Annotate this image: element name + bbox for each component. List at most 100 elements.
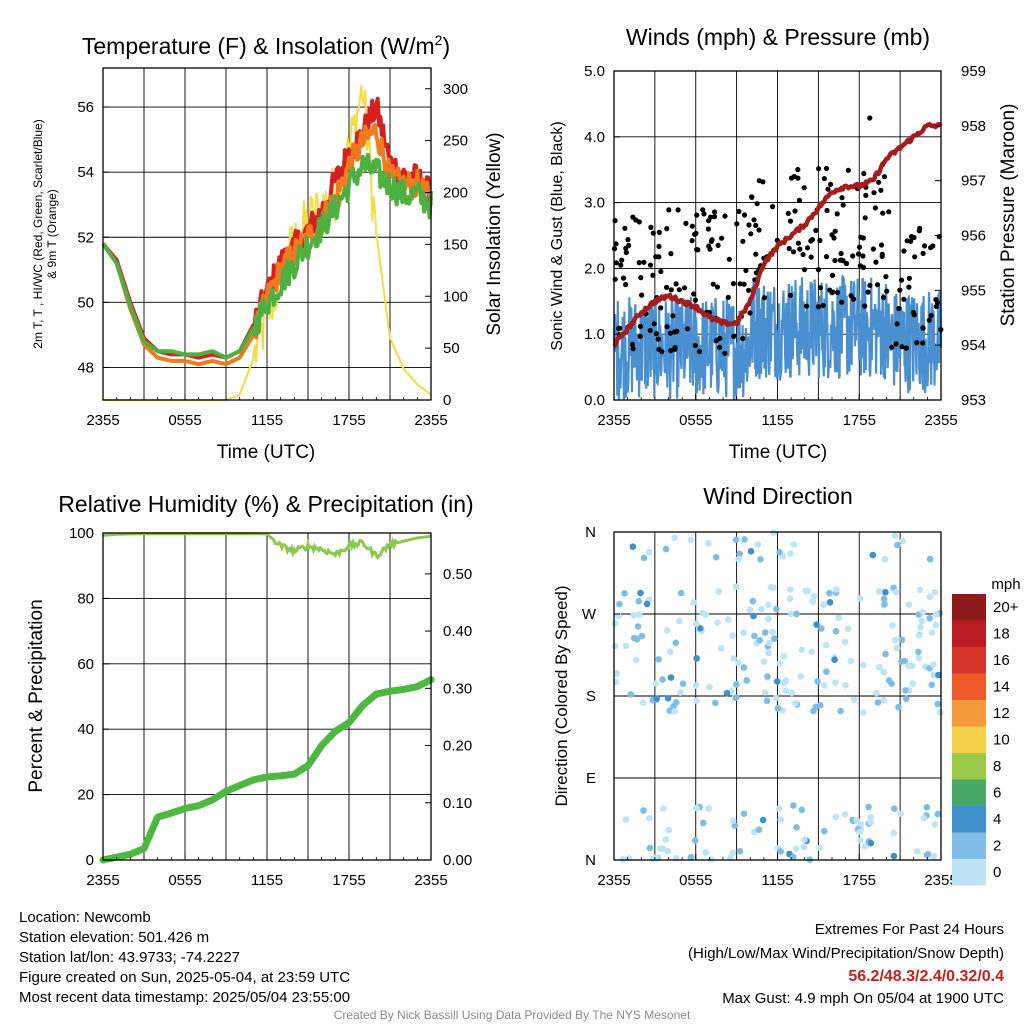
wind-direction-point [729, 632, 736, 639]
wind-direction-point [915, 648, 922, 656]
gust-point [726, 256, 732, 262]
gust-point [740, 335, 746, 342]
gust-point [650, 272, 656, 278]
gust-point [672, 329, 678, 335]
gust-point [804, 245, 811, 251]
wind-direction-point [653, 695, 660, 702]
wind-direction-point [898, 658, 905, 665]
wind-direction-point [664, 847, 671, 855]
temperature-ylabel-line2: & 9m T (Orange) [45, 189, 59, 279]
temperature-9m-line [101, 122, 433, 367]
gust-point [851, 296, 857, 302]
y-tick-label: 54 [77, 164, 94, 181]
wind-direction-point [867, 839, 875, 847]
wind-direction-point [782, 687, 790, 694]
wind-direction-point [736, 550, 743, 558]
gust-point [827, 181, 834, 187]
wind-direction-point [859, 709, 867, 716]
gust-point [667, 330, 674, 336]
wind-direction-point [714, 619, 721, 626]
wind-direction-point [889, 622, 896, 629]
wind-direction-point [700, 819, 707, 827]
x-tick-label: 2355 [924, 872, 957, 889]
gust-point [692, 297, 699, 303]
y-tick-label: 50 [77, 294, 94, 311]
gust-point [893, 341, 899, 347]
gust-point [658, 305, 664, 311]
wind-direction-point [613, 670, 620, 677]
x-tick-label: 1755 [843, 872, 876, 889]
wind-direction-point [687, 853, 695, 861]
gust-point [883, 274, 889, 280]
gust-point [705, 226, 712, 232]
wind-direction-point [816, 844, 824, 852]
wind-direction-point [926, 615, 933, 622]
wind-direction-point [736, 848, 744, 855]
gust-point [707, 246, 713, 252]
y-right-tick-label: 50 [443, 340, 460, 357]
wind-direction-point [894, 541, 901, 549]
wind-direction-point [780, 653, 788, 660]
wind-direction-point [897, 810, 904, 818]
wind-direction-point [777, 848, 784, 855]
y-tick-label: 3.0 [584, 195, 605, 212]
wind-direction-point [666, 707, 673, 714]
wind-direction-point [802, 587, 810, 595]
wind-direction-point [780, 679, 788, 687]
gust-point [670, 313, 676, 319]
wind-direction-point [691, 837, 699, 844]
gust-point [689, 238, 695, 244]
wind-direction-point [826, 599, 834, 606]
wind-direction-point [902, 687, 909, 694]
wind-direction-point [706, 683, 713, 691]
wind-direction-point [724, 616, 732, 623]
gust-point [717, 344, 723, 350]
wind-direction-point [775, 805, 783, 812]
wind-direction-point [792, 845, 800, 853]
wind-direction-point [732, 694, 740, 701]
wind-direction-point [732, 583, 740, 590]
gust-point [630, 214, 636, 220]
wind-direction-point [920, 814, 928, 822]
gust-point [629, 341, 636, 347]
gust-point [911, 312, 917, 318]
wind-direction-point [646, 844, 654, 852]
wind-direction-point [880, 595, 888, 603]
colorbar-cell [952, 700, 986, 727]
y-tick-label: 80 [77, 590, 94, 607]
gust-point [871, 190, 877, 196]
gust-point [867, 115, 873, 121]
wind-direction-point [898, 636, 906, 644]
gust-point [658, 268, 664, 275]
extremes-title: Extremes For Past 24 Hours [815, 921, 1004, 938]
wind-direction-point [659, 845, 667, 852]
gust-point [894, 321, 900, 327]
gust-point [829, 232, 835, 238]
wind-direction-point [821, 827, 828, 835]
wind-direction-point [717, 644, 725, 652]
wind-direction-point [856, 828, 863, 836]
gust-point [668, 251, 674, 257]
gust-point [664, 324, 670, 330]
wind-direction-point [627, 691, 635, 698]
colorbar-cell [952, 806, 986, 833]
wind-direction-point [861, 842, 869, 850]
wind-direction-point [630, 612, 637, 619]
wind-direction-point [677, 689, 684, 696]
gust-point [896, 305, 902, 312]
x-tick-label: 1155 [761, 412, 793, 429]
wind-direction-point [916, 631, 923, 638]
gust-point [889, 344, 895, 350]
x-tick-label: 2355 [924, 412, 957, 429]
wind-direction-point [635, 611, 643, 618]
wind-direction-point [786, 595, 794, 602]
gust-point [845, 167, 851, 173]
relative-humidity-line [102, 532, 432, 561]
gust-point [815, 304, 822, 310]
gust-point [740, 238, 746, 244]
wind-direction-point [913, 848, 921, 855]
gust-point [801, 267, 808, 273]
gust-point [787, 218, 794, 224]
gust-point [787, 292, 794, 298]
